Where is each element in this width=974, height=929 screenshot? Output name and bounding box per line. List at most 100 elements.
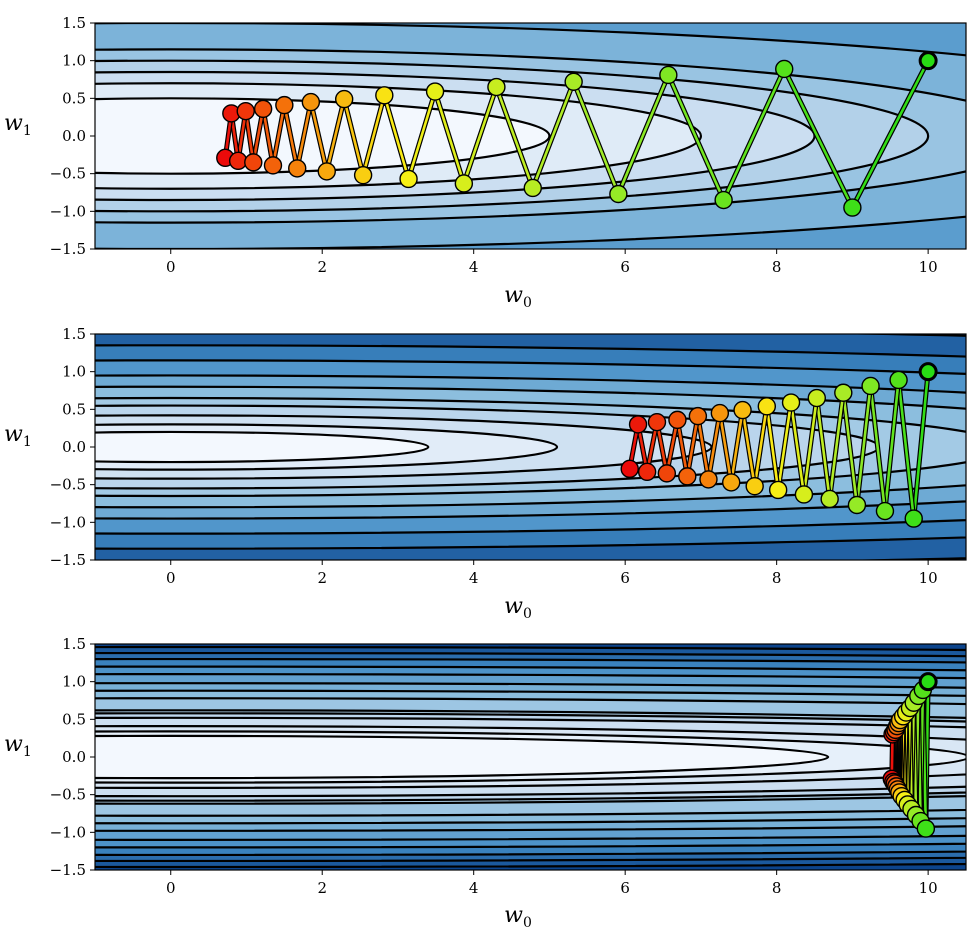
path-point [794, 485, 814, 504]
y-tick-label: −1.5 [50, 240, 86, 258]
path-point [275, 95, 294, 115]
y-tick-label: −1.0 [50, 202, 86, 220]
path-segment [729, 408, 744, 484]
path-point [334, 89, 354, 109]
path-point [820, 489, 839, 509]
path-point [710, 403, 730, 423]
y-tick-label: 1.5 [62, 14, 86, 32]
y-tick-label: 0.0 [62, 748, 86, 766]
path-point [301, 92, 321, 112]
contour-line [95, 645, 966, 869]
path-point [807, 388, 826, 408]
contour-line [95, 385, 966, 509]
path-point [375, 86, 394, 105]
path-point [253, 99, 273, 119]
path-point [454, 174, 474, 193]
x-tick-label: 2 [317, 258, 327, 276]
panel-1-plot [94, 22, 967, 250]
x-tick-label: 6 [620, 258, 630, 276]
y-tick-label: 1.0 [62, 363, 86, 381]
panel-3-ticks: 0 2 4 6 8 10 −1.5 −1.0 −0.5 0.0 0.5 1.0 1.5 [50, 635, 938, 897]
y-tick-label: 0.5 [62, 400, 86, 418]
x-tick-label: 8 [772, 569, 782, 587]
path-point [834, 383, 853, 402]
y-tick-label: −1.0 [50, 823, 86, 841]
contour-line [95, 59, 930, 213]
contour-line [95, 651, 966, 863]
x-tick-label: 4 [469, 569, 479, 587]
path-segment [828, 391, 845, 501]
path-point [317, 162, 336, 181]
contour-band [95, 735, 828, 779]
contour-line [95, 374, 966, 520]
contour-line [95, 716, 966, 798]
y-tick-label: −1.5 [50, 861, 86, 879]
path-segment [342, 97, 365, 177]
panel-1: 0 2 4 6 8 10 −1.5 −1.0 −0.5 0.0 0.5 1.0 1.5 w0 w1 [4, 14, 967, 311]
contour-band [95, 431, 429, 463]
contour-line [95, 344, 966, 550]
x-tick-label: 0 [166, 879, 176, 897]
path-segment [883, 378, 900, 513]
path-point [647, 412, 667, 432]
x-tick-label: 0 [166, 258, 176, 276]
y-tick-label: 1.5 [62, 325, 86, 343]
x-tick-label: 10 [919, 258, 938, 276]
contour-line [95, 359, 966, 535]
contour-line [95, 682, 966, 832]
path-point [523, 178, 542, 198]
path-point [847, 495, 867, 515]
path-segment [462, 85, 498, 185]
contour-line [95, 97, 551, 175]
path-segment [271, 103, 286, 167]
x-tick-label: 4 [469, 258, 479, 276]
x-tick-label: 10 [919, 879, 938, 897]
contour-line [95, 730, 966, 784]
x-tick-label: 0 [166, 569, 176, 587]
path-segment [261, 107, 275, 167]
path-segment [815, 396, 831, 501]
path-point [918, 362, 938, 382]
path-point [918, 51, 938, 71]
path-point [889, 370, 908, 390]
path-point [244, 153, 263, 172]
panel-1-xlabel: w0 [504, 283, 532, 311]
panel-2-xlabel: w0 [504, 594, 532, 622]
path-segment [912, 370, 930, 520]
path-segment [718, 411, 733, 484]
path-segment [869, 384, 887, 513]
path-segment [782, 67, 854, 209]
contour-line [95, 689, 966, 825]
path-segment [283, 103, 299, 170]
y-tick-label: 1.0 [62, 52, 86, 70]
panel-3-xlabel: w0 [504, 903, 532, 929]
path-point [875, 501, 895, 521]
path-point [733, 400, 752, 420]
y-tick-label: 0.0 [62, 438, 86, 456]
y-tick-label: 0.0 [62, 127, 86, 145]
panel-1-ylabel: w1 [4, 111, 32, 139]
y-tick-label: −1.5 [50, 551, 86, 569]
path-point [775, 59, 794, 79]
y-tick-label: 0.5 [62, 89, 86, 107]
x-tick-label: 10 [919, 569, 938, 587]
path-point [714, 190, 733, 210]
contour-line [95, 396, 966, 498]
path-segment [572, 80, 620, 196]
path-point [425, 82, 445, 101]
path-point [916, 819, 936, 838]
panel-2-plot [94, 333, 967, 561]
path-point [781, 393, 801, 412]
contour-line [95, 665, 966, 849]
path-point [659, 65, 678, 85]
path-point [918, 672, 938, 692]
path-segment [789, 401, 806, 496]
path-point [745, 476, 764, 496]
path-segment [325, 97, 346, 173]
path-segment [842, 391, 859, 507]
path-point [668, 410, 687, 430]
path-point [353, 165, 373, 185]
path-segment [667, 73, 725, 202]
path-segment [531, 80, 575, 190]
